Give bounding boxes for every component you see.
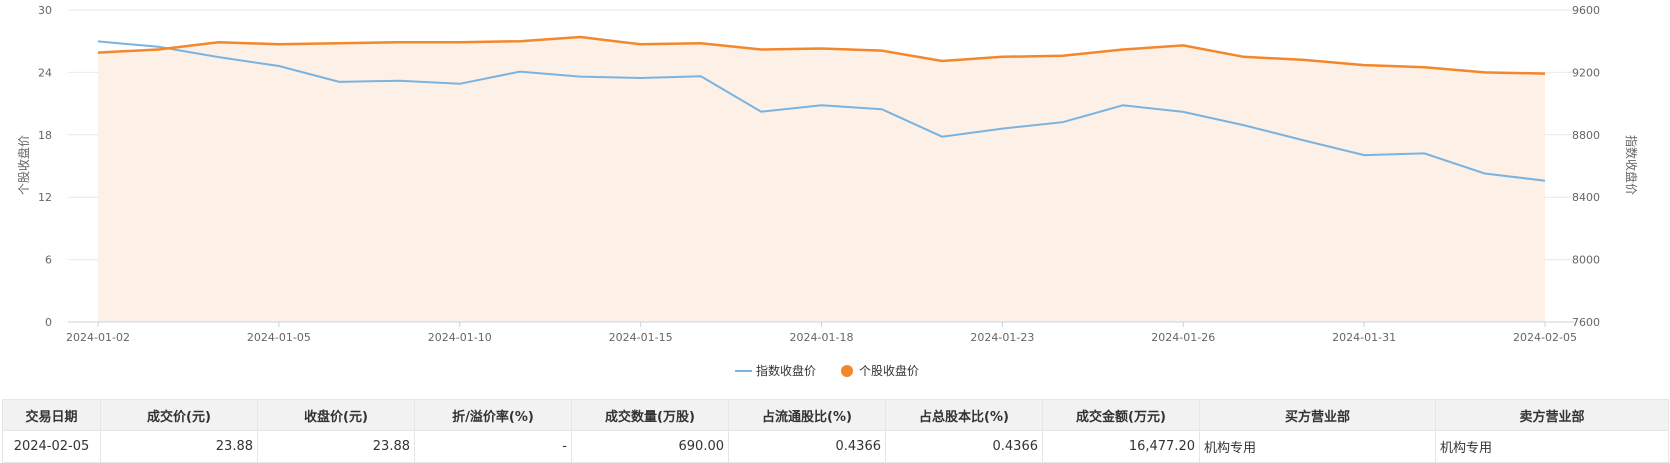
right-axis-ticks: 7600 8000 8400 8800 9200 9600 [1572, 4, 1600, 329]
right-tick-label: 8800 [1572, 129, 1600, 142]
table-cell: 0.4366 [885, 430, 1043, 463]
table-header-cell[interactable]: 买方营业部 [1199, 399, 1436, 431]
table-row: 2024-02-05 23.88 23.88 - 690.00 0.4366 0… [2, 430, 1669, 463]
table-header-cell[interactable]: 占总股本比(%) [885, 399, 1043, 431]
table-header-cell[interactable]: 成交价(元) [100, 399, 258, 431]
table-cell: 690.00 [571, 430, 729, 463]
x-tick-label: 2024-01-18 [790, 331, 854, 344]
table-header-row: 交易日期 成交价(元) 收盘价(元) 折/溢价率(%) 成交数量(万股) 占流通… [2, 399, 1669, 431]
legend-label-stock: 个股收盘价 [859, 363, 919, 378]
table-cell: 23.88 [100, 430, 258, 463]
x-tick-label: 2024-01-26 [1151, 331, 1215, 344]
left-tick-label: 18 [38, 129, 52, 142]
right-tick-label: 8000 [1572, 254, 1600, 267]
x-tick-label: 2024-01-10 [428, 331, 492, 344]
table-cell: 2024-02-05 [2, 430, 101, 463]
x-tick-label: 2024-01-02 [66, 331, 130, 344]
table-header-cell[interactable]: 成交金额(万元) [1042, 399, 1200, 431]
stock-price-area [98, 37, 1545, 322]
table-header-cell[interactable]: 折/溢价率(%) [414, 399, 572, 431]
table-header-cell[interactable]: 占流通股比(%) [728, 399, 886, 431]
legend-dot-icon [841, 365, 853, 377]
legend-item-index[interactable]: 指数收盘价 [735, 363, 816, 378]
legend[interactable]: 指数收盘价 个股收盘价 [735, 363, 919, 378]
table-cell: 机构专用 [1435, 430, 1669, 463]
x-axis-ticks: 2024-01-02 2024-01-05 2024-01-10 2024-01-15… [66, 322, 1577, 344]
right-tick-label: 8400 [1572, 191, 1600, 204]
table-header-cell[interactable]: 收盘价(元) [257, 399, 415, 431]
right-axis-title: 指数收盘价 [1624, 135, 1639, 195]
table-cell: 机构专用 [1199, 430, 1436, 463]
table-cell: 23.88 [257, 430, 415, 463]
chart: 0 6 12 18 24 30 7600 8000 8400 8800 9200 9600 2024… [16, 4, 1639, 378]
right-tick-label: 9200 [1572, 66, 1600, 79]
x-tick-label: 2024-01-05 [247, 331, 311, 344]
stock-close-line [97, 35, 1546, 75]
left-tick-label: 0 [45, 316, 52, 329]
left-tick-label: 6 [45, 254, 52, 267]
table-header-cell[interactable]: 卖方营业部 [1435, 399, 1669, 431]
table-cell: 0.4366 [728, 430, 886, 463]
left-tick-label: 30 [38, 4, 52, 17]
left-tick-label: 12 [38, 191, 52, 204]
right-tick-label: 7600 [1572, 316, 1600, 329]
table-header-cell[interactable]: 交易日期 [2, 399, 101, 431]
legend-label-index: 指数收盘价 [756, 363, 816, 378]
table-cell: 16,477.20 [1042, 430, 1200, 463]
left-axis-title: 个股收盘价 [16, 135, 31, 195]
x-tick-label: 2024-01-23 [970, 331, 1034, 344]
x-tick-label: 2024-01-15 [609, 331, 673, 344]
x-tick-label: 2024-02-05 [1513, 331, 1577, 344]
table-header-cell[interactable]: 成交数量(万股) [571, 399, 729, 431]
right-tick-label: 9600 [1572, 4, 1600, 17]
left-axis-ticks: 0 6 12 18 24 30 [38, 4, 52, 329]
left-tick-label: 24 [38, 66, 52, 79]
legend-item-stock[interactable]: 个股收盘价 [841, 363, 919, 378]
table-cell: - [414, 430, 572, 463]
x-tick-label: 2024-01-31 [1332, 331, 1396, 344]
index-close-line [97, 40, 1546, 182]
trade-table: 交易日期 成交价(元) 收盘价(元) 折/溢价率(%) 成交数量(万股) 占流通… [2, 399, 1669, 463]
